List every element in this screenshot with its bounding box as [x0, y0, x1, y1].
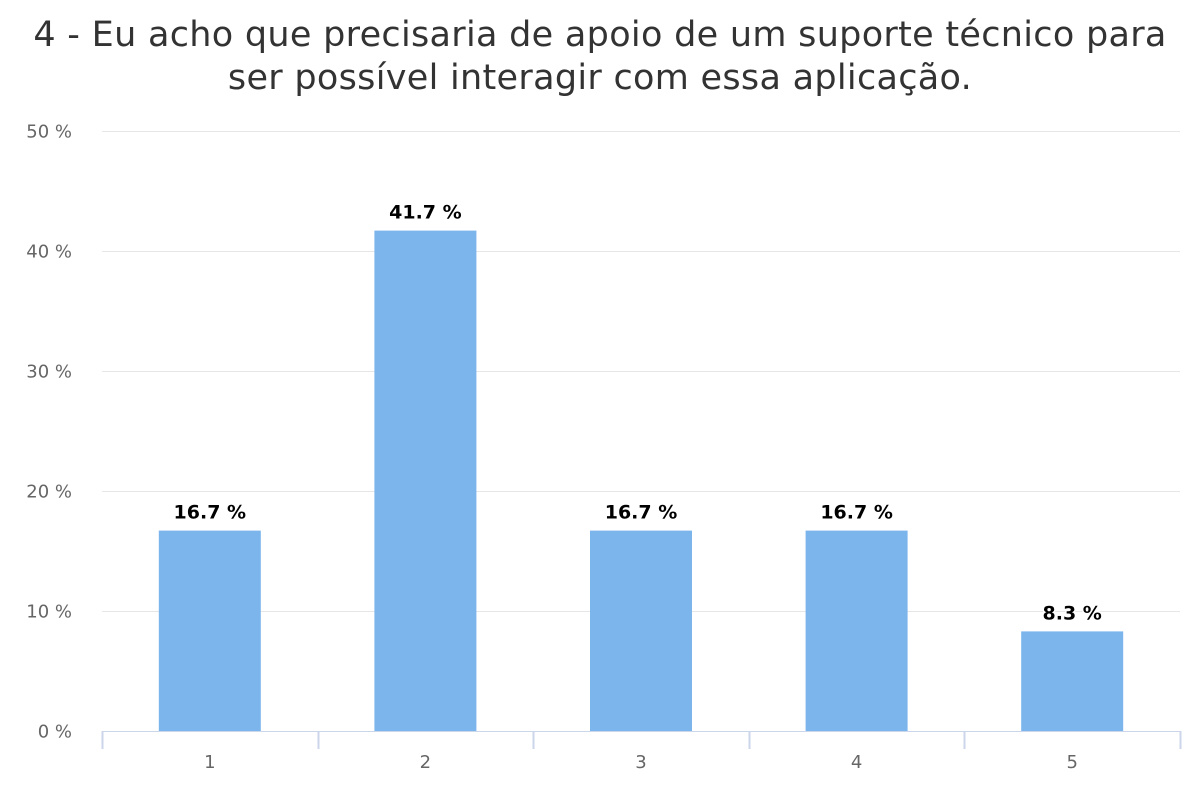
- x-tick-label: 2: [420, 752, 431, 773]
- y-tick-label: 0 %: [38, 722, 72, 743]
- data-label: 8.3 %: [1043, 602, 1102, 624]
- chart-title: 4 - Eu acho que precisaria de apoio de u…: [0, 14, 1200, 100]
- x-tick-label: 3: [635, 752, 646, 773]
- bar: [805, 530, 908, 731]
- x-tick-label: 1: [204, 752, 215, 773]
- data-label: 16.7 %: [820, 502, 893, 524]
- bar: [1021, 631, 1124, 731]
- x-tick-label: 4: [851, 752, 862, 773]
- y-tick-label: 30 %: [26, 362, 72, 383]
- y-tick-label: 40 %: [26, 242, 72, 263]
- bar: [158, 530, 261, 731]
- bar: [374, 230, 477, 731]
- data-label: 16.7 %: [605, 502, 678, 524]
- x-tick-label: 5: [1066, 752, 1077, 773]
- data-label: 41.7 %: [389, 202, 462, 224]
- y-tick-label: 10 %: [26, 602, 72, 623]
- chart-title-line-2: ser possível interagir com essa aplicaçã…: [227, 58, 973, 98]
- bar: [590, 530, 692, 731]
- y-tick-label: 50 %: [26, 122, 72, 143]
- chart-title-line-1: 4 - Eu acho que precisaria de apoio de u…: [33, 15, 1167, 55]
- data-label: 16.7 %: [174, 502, 247, 524]
- y-tick-label: 20 %: [26, 482, 72, 503]
